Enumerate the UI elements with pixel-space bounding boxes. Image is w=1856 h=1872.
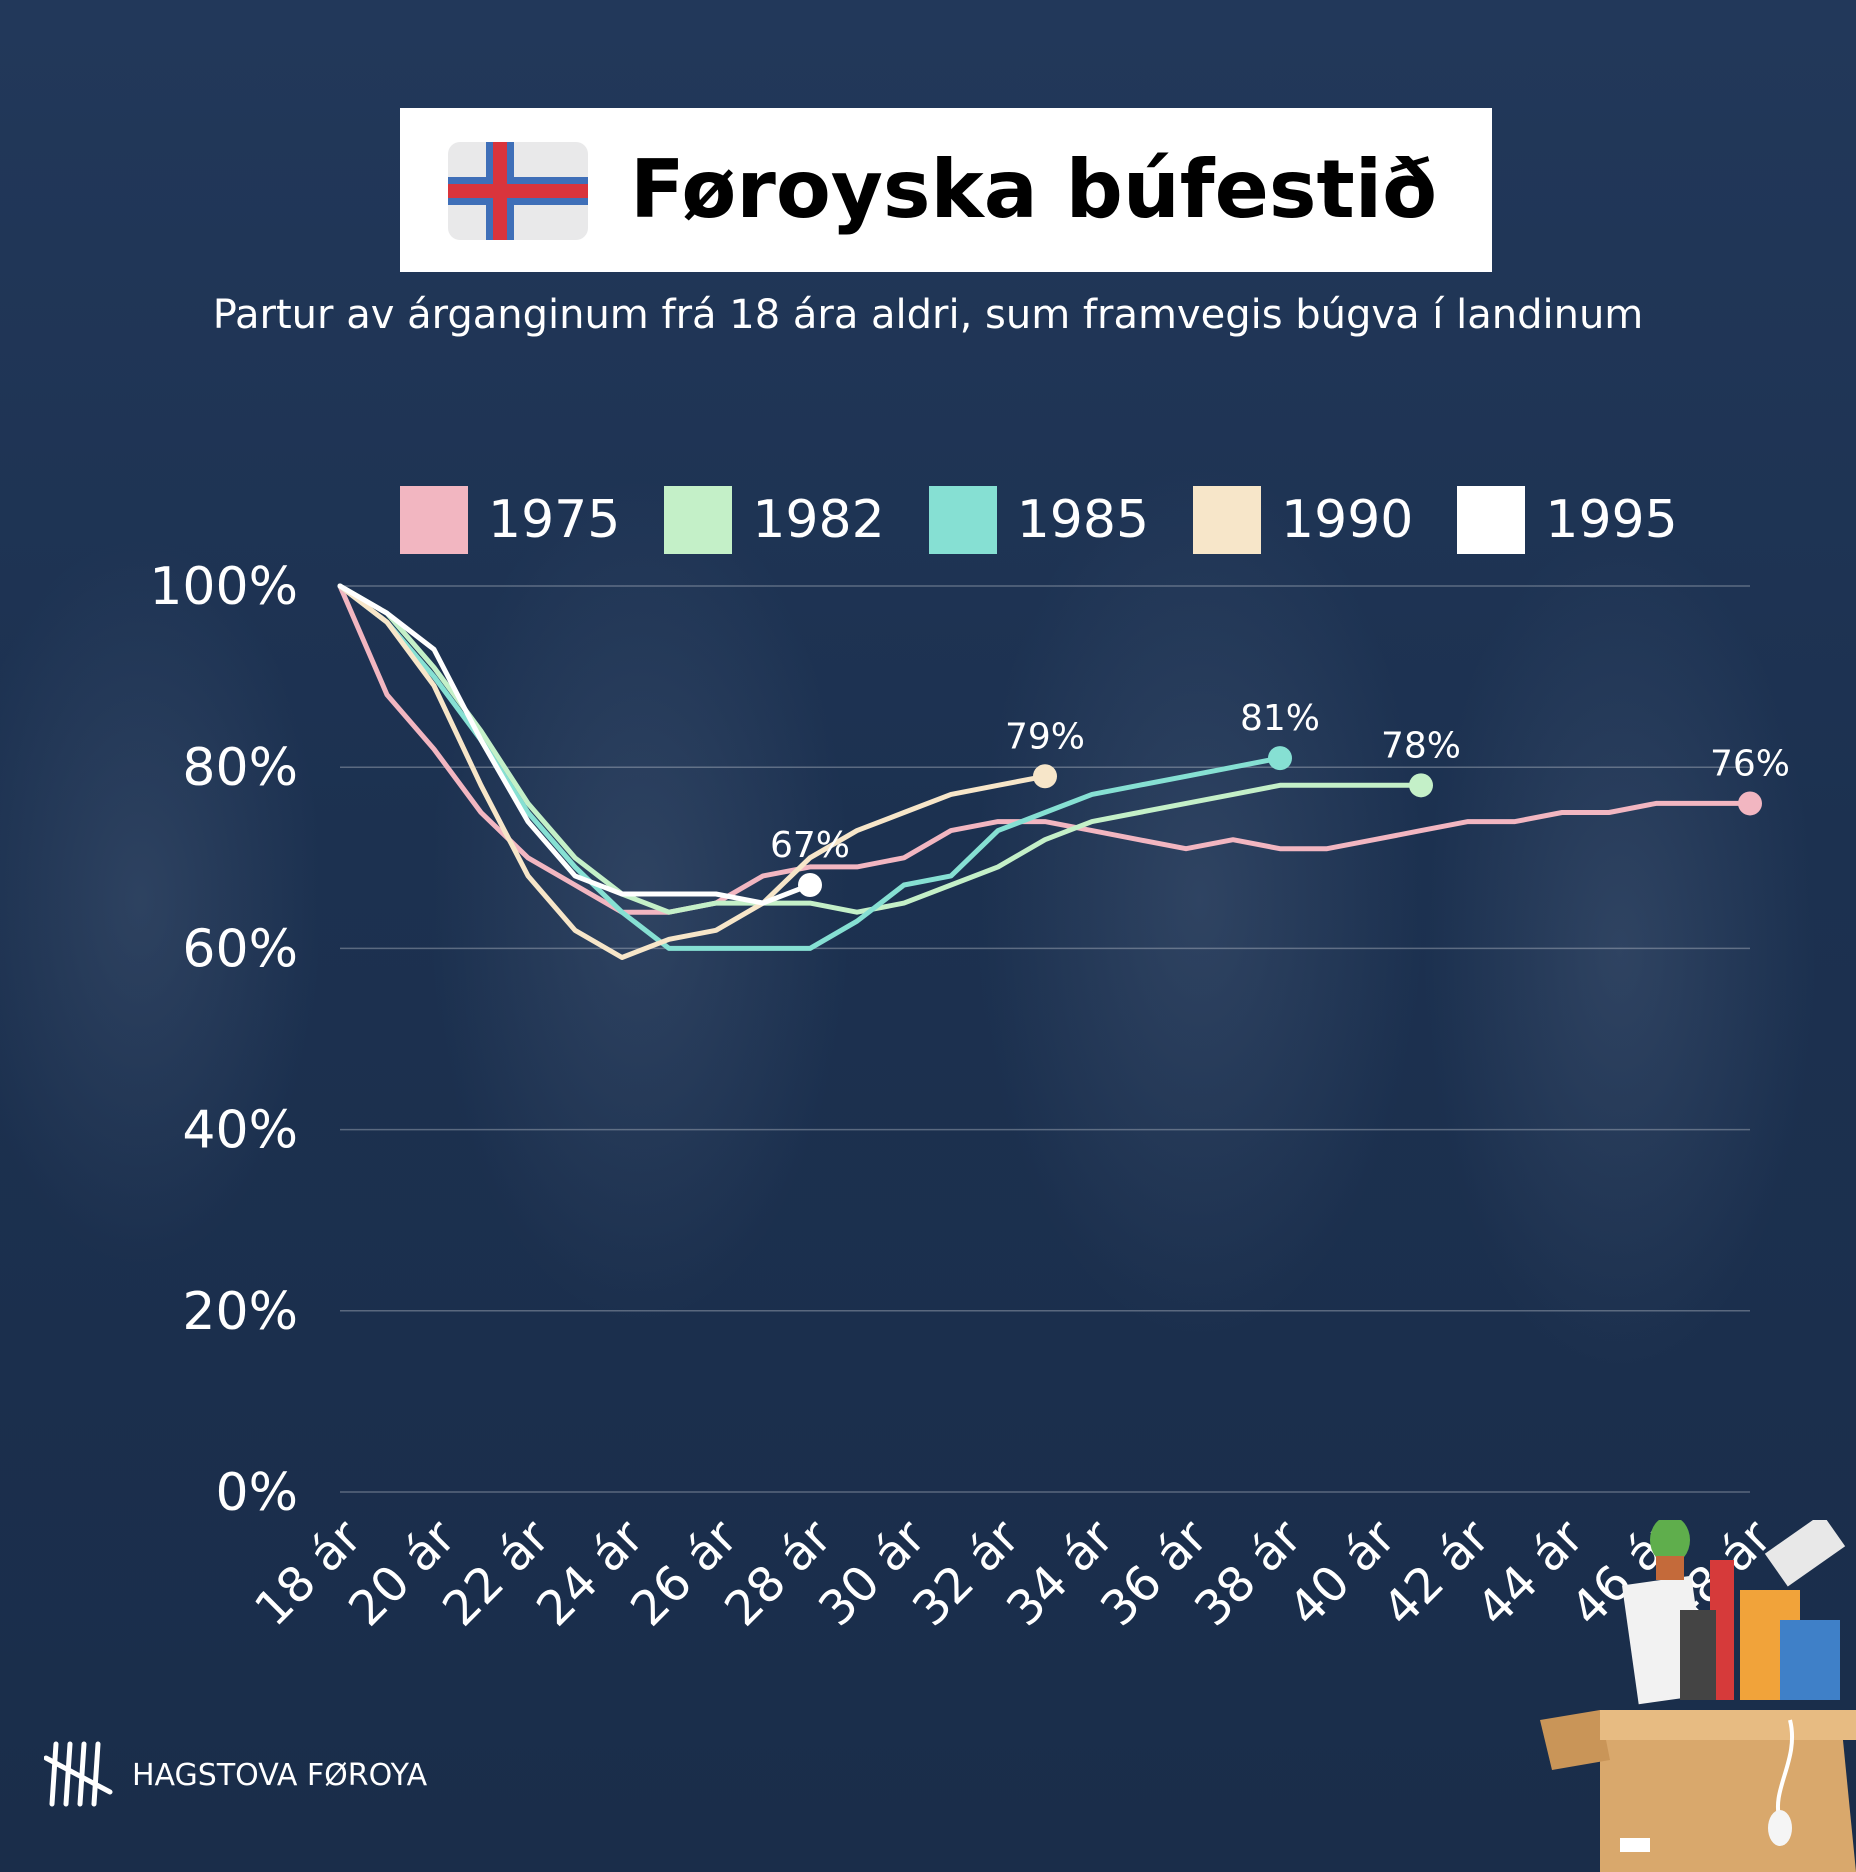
legend-swatch <box>1457 486 1526 554</box>
legend-item-1975: 1975 <box>400 486 620 554</box>
legend-item-1995: 1995 <box>1457 486 1678 554</box>
x-tick-label: 32 ár <box>902 1509 1031 1638</box>
legend-swatch <box>928 486 997 554</box>
data-label-1975: 76% <box>1710 743 1790 784</box>
y-tick-label: 20% <box>182 1282 298 1342</box>
footer-logo: HAGSTOVA FØROYA <box>44 1738 427 1812</box>
end-point-1990 <box>1033 764 1057 789</box>
chart-legend: 1975 1982 1985 1990 1995 <box>400 484 1722 556</box>
legend-label: 1985 <box>1016 490 1150 550</box>
x-tick-label: 28 ár <box>714 1509 843 1638</box>
x-tick-label: 38 ár <box>1184 1509 1313 1638</box>
y-tick-label: 80% <box>182 738 298 798</box>
y-tick-label: 100% <box>149 557 298 617</box>
legend-label: 1982 <box>752 490 885 550</box>
legend-label: 1975 <box>488 490 621 550</box>
end-point-1982 <box>1409 773 1433 798</box>
data-label-1985: 81% <box>1240 698 1320 739</box>
data-label-1990: 79% <box>1005 716 1085 757</box>
y-tick-label: 0% <box>216 1463 299 1523</box>
y-tick-label: 60% <box>182 919 298 979</box>
x-tick-label: 30 ár <box>808 1509 937 1638</box>
faroe-islands-flag-icon <box>448 142 588 240</box>
legend-swatch <box>664 486 733 554</box>
end-point-1985 <box>1268 746 1292 771</box>
end-point-1995 <box>798 872 822 897</box>
legend-label: 1990 <box>1281 490 1414 550</box>
chart-subtitle: Partur av árganginum frá 18 ára aldri, s… <box>212 292 1644 338</box>
end-point-1975 <box>1738 791 1762 816</box>
title-banner: Føroyska búfestið <box>400 108 1492 272</box>
legend-label: 1995 <box>1545 490 1678 550</box>
data-label-1982: 78% <box>1381 725 1461 766</box>
x-tick-label: 22 ár <box>432 1509 561 1638</box>
legend-item-1982: 1982 <box>664 486 885 554</box>
organization-name: HAGSTOVA FØROYA <box>132 1757 428 1793</box>
x-tick-label: 20 ár <box>338 1509 467 1638</box>
legend-item-1990: 1990 <box>1193 486 1413 554</box>
x-tick-label: 36 ár <box>1090 1509 1219 1638</box>
x-tick-label: 40 ár <box>1278 1509 1407 1638</box>
series-line-1982 <box>337 583 1424 915</box>
series-line-1990 <box>337 583 1048 960</box>
tally-marks-logo-icon <box>44 1741 113 1807</box>
series-line-1975 <box>337 583 1753 915</box>
y-tick-label: 40% <box>182 1101 298 1161</box>
series-line-1995 <box>337 583 813 906</box>
legend-swatch <box>1193 486 1262 554</box>
legend-swatch <box>400 486 468 554</box>
office-supplies-box-icon <box>1540 1520 1856 1872</box>
x-tick-label: 42 ár <box>1372 1509 1501 1638</box>
x-tick-label: 34 ár <box>996 1509 1125 1638</box>
legend-item-1985: 1985 <box>928 486 1150 554</box>
x-tick-label: 18 ár <box>244 1509 373 1638</box>
data-label-1995: 67% <box>770 825 850 866</box>
x-tick-label: 24 ár <box>526 1509 655 1638</box>
page-title: Føroyska búfestið <box>630 143 1438 236</box>
x-tick-label: 26 ár <box>620 1509 749 1638</box>
